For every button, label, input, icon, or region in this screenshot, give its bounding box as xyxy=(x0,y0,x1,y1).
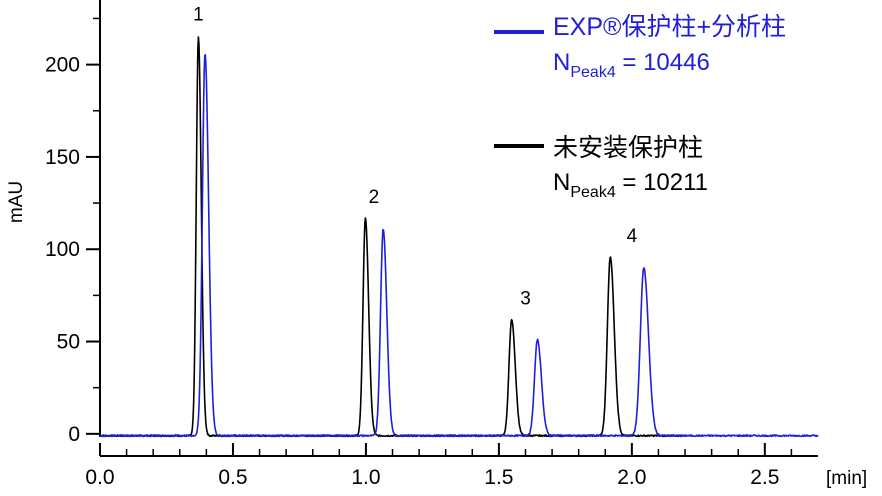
legend-plates-black-n: N xyxy=(553,169,570,196)
y-tick-label: 50 xyxy=(57,331,80,354)
legend-plates-blue-n: N xyxy=(553,49,570,76)
peak-number-label: 3 xyxy=(520,289,531,310)
x-tick-label: 2.5 xyxy=(750,466,779,489)
y-tick-label: 200 xyxy=(45,54,80,77)
legend-plates-black-sub: Peak4 xyxy=(570,184,615,201)
legend: EXP®保护柱+分析柱 NPeak4 = 10446 未安装保护柱 NPeak4… xyxy=(494,13,786,201)
legend-label-blue: EXP®保护柱+分析柱 xyxy=(553,13,786,41)
legend-label-black: 未安装保护柱 xyxy=(553,134,703,162)
x-axis-unit-label: [min] xyxy=(826,468,867,489)
peak-number-label: 1 xyxy=(193,4,204,25)
y-ticks: 0 50 100 150 200 xyxy=(45,17,100,446)
x-tick-label: 0.0 xyxy=(85,466,114,489)
x-tick-label: 2.0 xyxy=(617,466,646,489)
y-tick-label: 0 xyxy=(68,423,80,446)
peak-number-label: 4 xyxy=(627,226,638,247)
legend-plates-blue: NPeak4 = 10446 xyxy=(553,49,710,81)
y-axis-label: mAU xyxy=(6,181,27,223)
y-tick-label: 150 xyxy=(45,146,80,169)
series xyxy=(99,36,819,438)
legend-plates-black: NPeak4 = 10211 xyxy=(553,169,708,201)
x-tick-label: 1.5 xyxy=(484,466,513,489)
peak-number-label: 2 xyxy=(369,187,380,208)
y-tick-label: 100 xyxy=(45,238,80,261)
legend-plates-blue-value: = 10446 xyxy=(616,49,710,76)
peak-labels: 1 2 3 4 xyxy=(193,4,637,309)
axes xyxy=(99,0,818,457)
x-tick-label: 1.0 xyxy=(351,466,380,489)
series-line xyxy=(99,36,686,438)
legend-plates-blue-sub: Peak4 xyxy=(570,64,615,81)
series-line xyxy=(99,54,819,438)
legend-plates-black-value: = 10211 xyxy=(616,169,708,196)
x-ticks: 0.0 0.5 1.0 1.5 2.0 2.5 xyxy=(85,443,793,489)
x-tick-label: 0.5 xyxy=(218,466,247,489)
